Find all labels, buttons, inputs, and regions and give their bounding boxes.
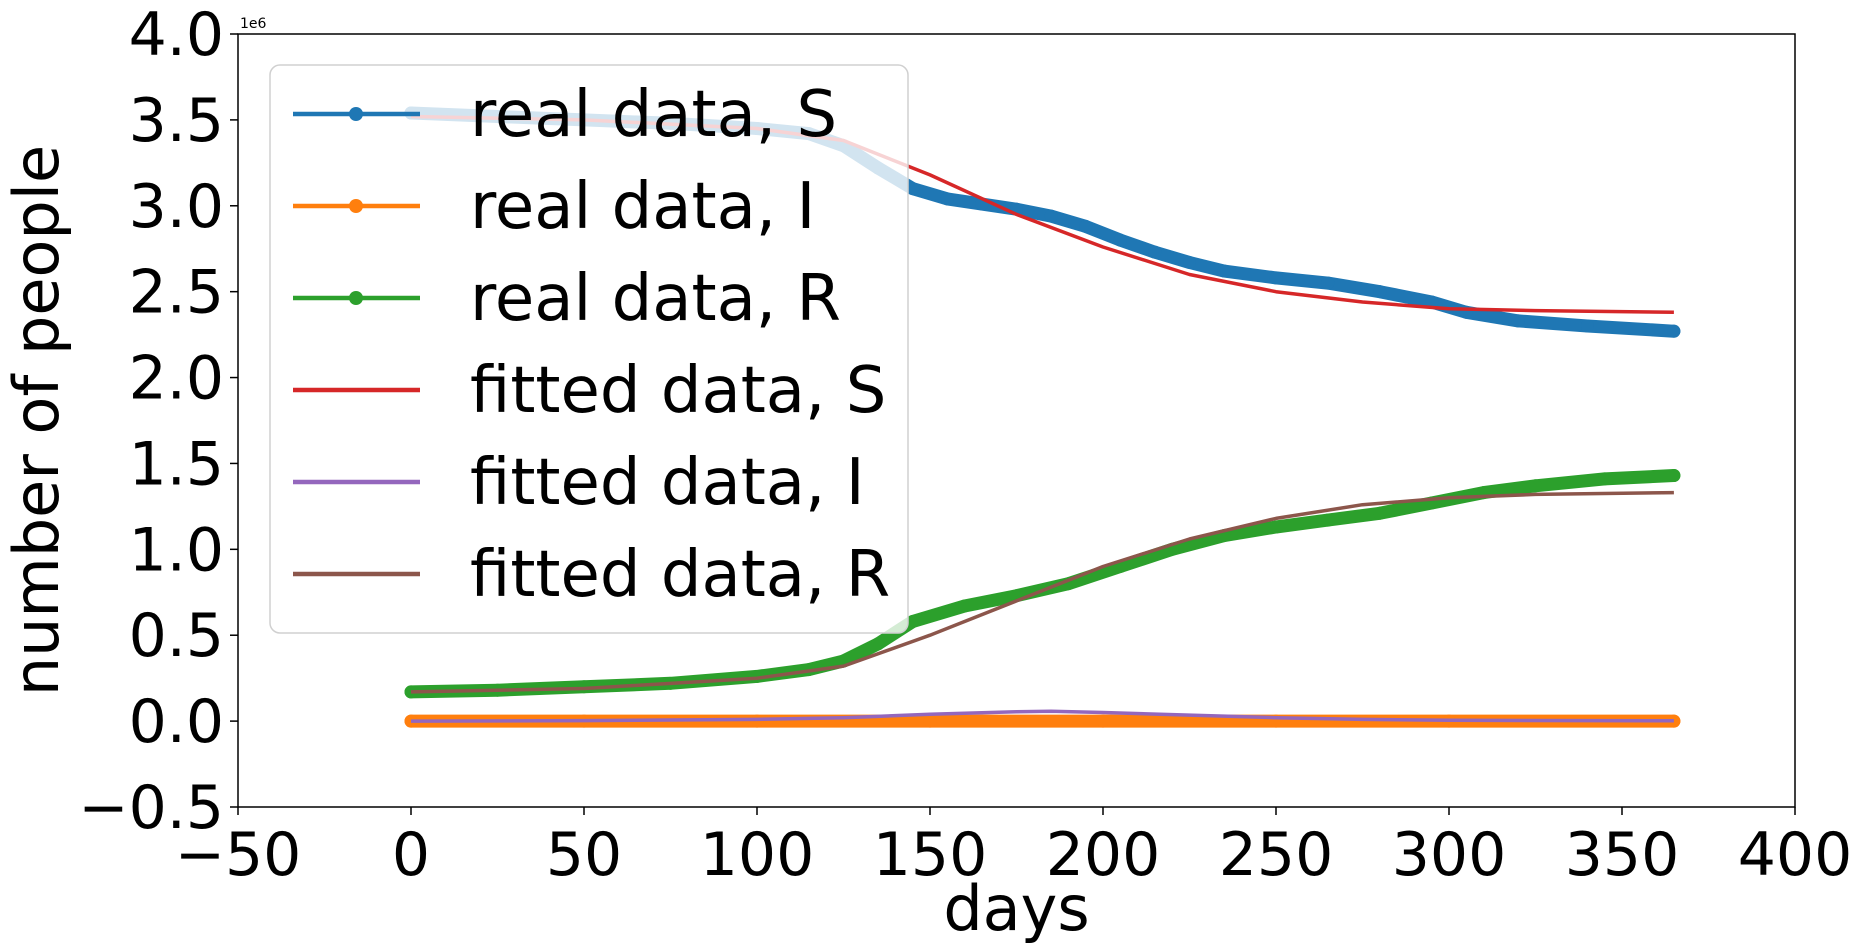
y-tick-label: 3.0 — [129, 172, 224, 242]
data-point — [1425, 295, 1439, 309]
data-point — [1511, 314, 1525, 328]
data-point — [1667, 714, 1681, 728]
y-tick-label: 0.0 — [129, 687, 224, 757]
y-tick-label: 4.0 — [129, 0, 224, 70]
legend-box — [269, 64, 909, 634]
x-tick-label: 250 — [1219, 820, 1334, 890]
x-tick-label: 350 — [1565, 820, 1680, 890]
legend-label: real data, R — [470, 262, 841, 336]
x-axis-label: days — [943, 872, 1089, 945]
y-tick-label: 1.5 — [129, 429, 224, 499]
legend: real data, S real data, I real data, R fitt… — [269, 64, 909, 634]
data-point — [1148, 245, 1162, 259]
data-point — [1217, 264, 1231, 278]
legend-item-real-data-s: real data, S — [293, 78, 837, 152]
data-point — [1667, 468, 1681, 482]
data-point — [1580, 319, 1594, 333]
y-tick-label: 3.5 — [129, 86, 224, 156]
legend-label: real data, S — [470, 78, 837, 152]
legend-marker — [349, 107, 363, 121]
y-offset-text: 1e6 — [240, 16, 267, 32]
data-point — [871, 637, 885, 651]
series-line-fitted-data-i — [410, 709, 1674, 723]
data-point — [1321, 513, 1335, 527]
legend-label: fitted data, R — [470, 538, 890, 612]
y-tick-label: 0.5 — [129, 601, 224, 671]
data-point — [923, 714, 937, 728]
series-line-fitted-data-r — [410, 490, 1674, 694]
data-point — [958, 599, 972, 613]
x-tick-label: −50 — [175, 820, 302, 890]
data-point — [1096, 714, 1110, 728]
data-point — [1269, 271, 1283, 285]
data-point — [1044, 209, 1058, 223]
data-point — [1373, 285, 1387, 299]
plot-area — [237, 33, 1796, 808]
legend-item-fitted-data-r: fitted data, R — [293, 538, 890, 612]
y-axis: −0.5 0.0 0.5 1.0 1.5 2.0 2.5 3.0 3.5 4.0 — [78, 0, 238, 843]
x-tick-label: 0 — [392, 820, 430, 890]
x-tick-label: 400 — [1738, 820, 1853, 890]
data-point — [906, 182, 920, 196]
legend-item-fitted-data-s: fitted data, S — [293, 354, 886, 428]
legend-item-fitted-data-i: fitted data, I — [293, 446, 865, 520]
legend-item-real-data-i: real data, I — [293, 170, 815, 244]
y-axis-label: number of people — [0, 145, 73, 696]
data-point — [1667, 324, 1681, 338]
y-tick-label: −0.5 — [78, 773, 224, 843]
data-point — [404, 714, 418, 728]
x-axis: −50 0 50 100 150 200 250 300 350 400 — [175, 807, 1853, 890]
data-point — [1529, 479, 1542, 493]
x-tick-label: 100 — [700, 820, 815, 890]
data-point — [1321, 276, 1335, 290]
data-point — [1183, 255, 1196, 269]
data-point — [1113, 233, 1127, 247]
legend-item-real-data-r: real data, R — [293, 262, 841, 336]
legend-marker — [349, 199, 363, 213]
data-point — [940, 192, 954, 206]
series-fitted-data-r — [410, 490, 1674, 694]
data-point — [1598, 472, 1612, 486]
x-tick-label: 50 — [546, 820, 622, 890]
data-point — [1079, 219, 1093, 233]
legend-marker — [349, 291, 363, 305]
plot-frame — [237, 33, 1796, 808]
data-point — [906, 614, 920, 628]
y-tick-label: 2.5 — [129, 258, 224, 328]
y-tick-label: 1.0 — [129, 515, 224, 585]
x-tick-label: 300 — [1392, 820, 1507, 890]
y-tick-label: 2.0 — [129, 344, 224, 414]
x-tick-label: 200 — [1046, 820, 1161, 890]
legend-label: fitted data, I — [470, 446, 865, 520]
x-tick-label: 150 — [873, 820, 988, 890]
data-point — [1269, 520, 1283, 534]
data-point — [1373, 506, 1387, 520]
legend-label: real data, I — [470, 170, 815, 244]
legend-label: fitted data, S — [470, 354, 886, 428]
data-point — [404, 685, 418, 699]
series-fitted-data-i — [410, 709, 1674, 723]
